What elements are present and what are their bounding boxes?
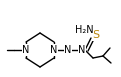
Text: N: N [64, 45, 72, 55]
Text: S: S [92, 30, 100, 40]
Text: H₂N: H₂N [75, 25, 93, 35]
Text: N: N [78, 45, 86, 55]
Text: N: N [22, 45, 30, 55]
Text: N: N [50, 45, 58, 55]
